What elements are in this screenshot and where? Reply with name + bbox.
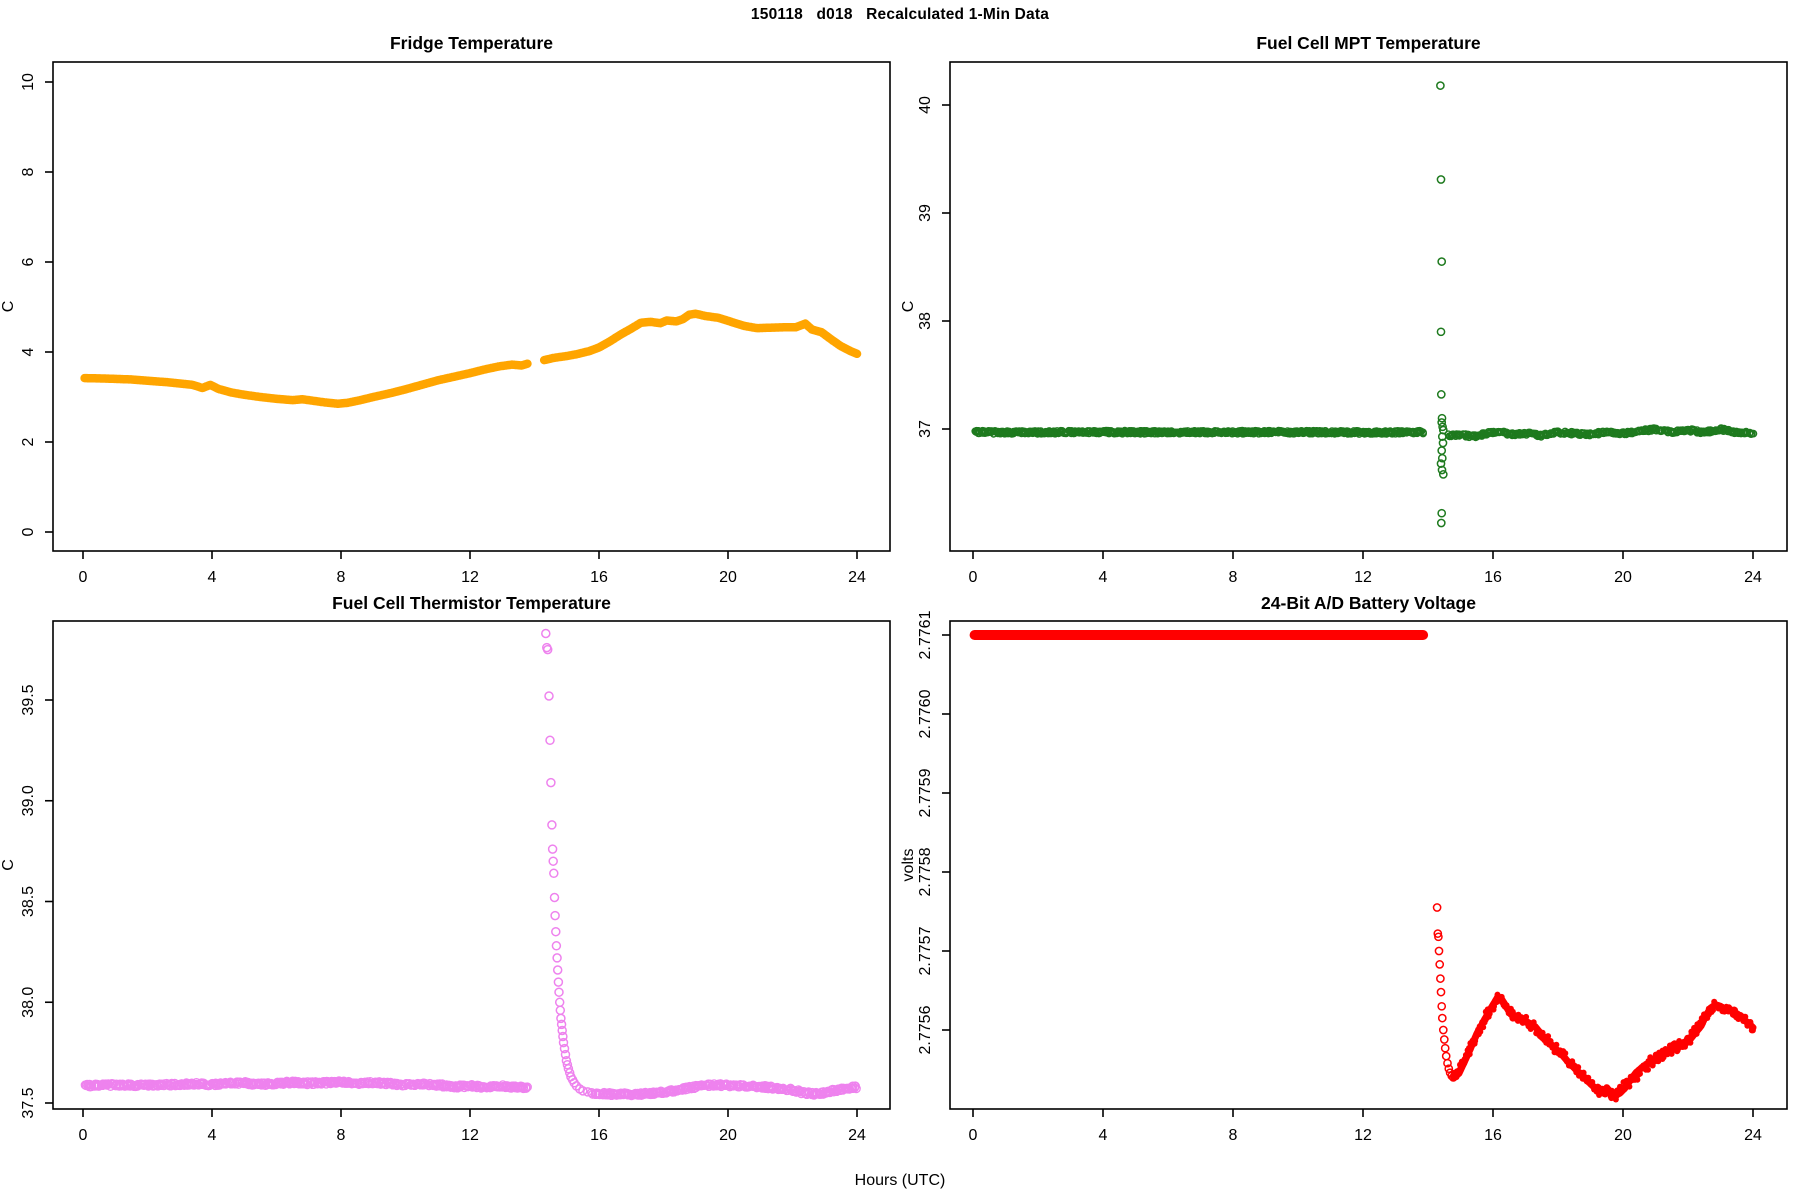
x-axis-label: Hours (UTC) [854, 1172, 946, 1189]
panel-battery-voltage: 0 4 8 12 16 20 24 2.7756 2.7757 2.7758 2.7759 2.776… [900, 593, 1788, 1144]
svg-text:2.7760: 2.7760 [917, 689, 934, 738]
svg-text:16: 16 [590, 1127, 608, 1144]
svg-text:volts: volts [900, 849, 917, 882]
svg-text:Fridge Temperature: Fridge Temperature [390, 33, 553, 53]
svg-text:20: 20 [1614, 569, 1632, 585]
svg-text:24-Bit A/D Battery Voltage: 24-Bit A/D Battery Voltage [1261, 593, 1476, 613]
svg-text:12: 12 [1354, 569, 1372, 585]
svg-text:8: 8 [1229, 1127, 1238, 1144]
svg-text:2.7756: 2.7756 [917, 1005, 934, 1054]
svg-text:16: 16 [1484, 1127, 1502, 1144]
svg-text:Fuel Cell Thermistor Temperatu: Fuel Cell Thermistor Temperature [332, 593, 611, 613]
svg-text:20: 20 [719, 569, 737, 585]
svg-text:8: 8 [337, 1127, 346, 1144]
svg-text:0: 0 [20, 527, 37, 536]
svg-text:12: 12 [1354, 1127, 1372, 1144]
page-title: 150118 d018 Recalculated 1-Min Data [750, 6, 1050, 23]
svg-text:0: 0 [79, 1127, 88, 1144]
svg-text:2.7761: 2.7761 [917, 610, 934, 659]
svg-text:0: 0 [969, 1127, 978, 1144]
svg-text:20: 20 [719, 1127, 737, 1144]
svg-text:16: 16 [590, 569, 608, 585]
svg-text:39.5: 39.5 [20, 684, 37, 715]
svg-text:16: 16 [1484, 569, 1502, 585]
svg-text:4: 4 [1099, 569, 1108, 585]
svg-text:37: 37 [917, 420, 934, 438]
svg-text:C: C [0, 301, 17, 313]
svg-text:4: 4 [208, 1127, 217, 1144]
svg-text:2.7758: 2.7758 [917, 847, 934, 896]
svg-text:40: 40 [917, 96, 934, 114]
svg-text:24: 24 [848, 1127, 866, 1144]
svg-text:4: 4 [1099, 1127, 1108, 1144]
svg-text:2: 2 [20, 437, 37, 446]
svg-text:37.5: 37.5 [20, 1087, 37, 1118]
svg-text:24: 24 [1744, 1127, 1762, 1144]
svg-text:2.7759: 2.7759 [917, 768, 934, 817]
svg-text:20: 20 [1614, 1127, 1632, 1144]
svg-text:0: 0 [79, 569, 88, 585]
svg-text:2.7757: 2.7757 [917, 926, 934, 975]
svg-text:24: 24 [848, 569, 866, 585]
svg-text:8: 8 [20, 167, 37, 176]
svg-text:38.5: 38.5 [20, 886, 37, 917]
svg-text:4: 4 [208, 569, 217, 585]
svg-text:4: 4 [20, 347, 37, 356]
svg-text:Fuel Cell MPT Temperature: Fuel Cell MPT Temperature [1256, 33, 1481, 53]
panel-fuel-cell-mpt-temperature: 0 4 8 12 16 20 24 37 38 39 40 Fuel Cell MPT Tempera… [900, 33, 1788, 585]
svg-text:38.0: 38.0 [20, 987, 37, 1018]
svg-text:38: 38 [917, 312, 934, 330]
svg-text:8: 8 [337, 569, 346, 585]
svg-text:39: 39 [917, 204, 934, 222]
svg-text:39.0: 39.0 [20, 785, 37, 816]
panel-fuel-cell-thermistor-temperature: 0 4 8 12 16 20 24 37.5 38.0 38.5 39.0 39.5 Fuel Cell… [0, 593, 891, 1144]
svg-text:10: 10 [20, 73, 37, 91]
svg-text:6: 6 [20, 257, 37, 266]
svg-text:8: 8 [1229, 569, 1238, 585]
svg-text:12: 12 [461, 569, 479, 585]
svg-text:24: 24 [1744, 569, 1762, 585]
svg-text:C: C [0, 859, 17, 871]
svg-text:C: C [900, 301, 917, 313]
svg-text:0: 0 [969, 569, 978, 585]
svg-text:12: 12 [461, 1127, 479, 1144]
